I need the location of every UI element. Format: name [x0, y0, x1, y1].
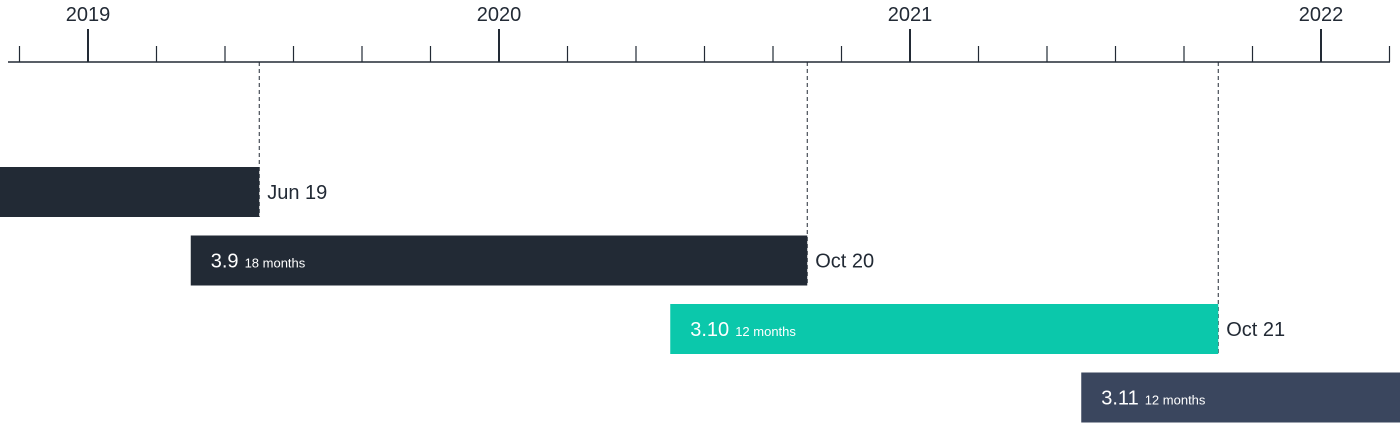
time-axis: 2019 2020 2021 2022	[8, 4, 1391, 63]
release-bar	[1081, 372, 1400, 423]
release-bar	[0, 167, 260, 217]
release-bar-group: Jun 19	[0, 167, 327, 217]
release-bar	[670, 304, 1219, 354]
release-duration-label: 12 months	[735, 324, 796, 339]
release-duration-label: 18 months	[245, 256, 306, 271]
year-tick-label: 2019	[66, 4, 111, 26]
release-duration-label: 12 months	[1145, 393, 1206, 408]
year-tick-label: 2020	[477, 4, 522, 26]
release-end-label: Jun 19	[267, 182, 327, 204]
year-tick-label: 2022	[1299, 4, 1344, 26]
release-bars: Jun 19 3.9 18 months Oct 20 3.10 12 months Oct…	[0, 167, 1400, 423]
release-bar-group: 3.9 18 months Oct 20	[190, 235, 874, 286]
release-end-label: Oct 20	[815, 251, 874, 273]
year-tick-label: 2021	[888, 4, 933, 26]
release-bar-group: 3.10 12 months Oct 21	[670, 304, 1285, 354]
release-version-label: 3.11	[1101, 388, 1138, 410]
release-version-label: 3.9	[211, 251, 239, 273]
release-end-label: Oct 21	[1226, 319, 1285, 341]
release-version-label: 3.10	[690, 319, 729, 341]
release-bar-group: 3.11 12 months	[1081, 372, 1400, 423]
release-bar	[190, 235, 808, 286]
